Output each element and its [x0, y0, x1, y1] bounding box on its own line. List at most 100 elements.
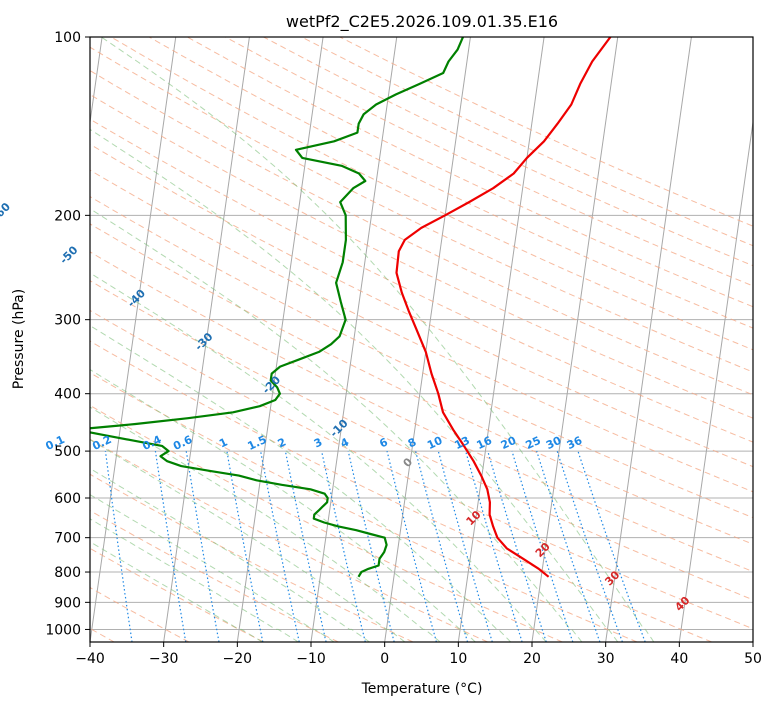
x-tick-label: 0 — [380, 651, 389, 667]
x-axis-label: Temperature (°C) — [361, 681, 483, 697]
y-tick-label: 400 — [54, 387, 81, 403]
x-tick-label: 10 — [449, 651, 467, 667]
moist-adiabat — [90, 369, 476, 642]
mixing-ratio-label: 10 — [425, 434, 445, 452]
y-tick-label: 900 — [54, 595, 81, 611]
moist-adiabat — [90, 128, 619, 642]
dry-adiabat — [339, 37, 753, 227]
moist-adiabat — [90, 272, 547, 642]
mixing-ratio-line — [511, 450, 574, 642]
isotherm-label: 30 — [602, 568, 622, 588]
x-tick-label: 20 — [523, 651, 541, 667]
y-tick-label: 100 — [54, 30, 81, 46]
dry-adiabat — [90, 93, 753, 419]
dry-adiabat — [90, 340, 712, 642]
moist-adiabat — [90, 406, 441, 642]
isotherm-label: 0 — [401, 455, 416, 470]
dry-adiabat — [90, 547, 264, 642]
series-layer — [90, 37, 612, 578]
y-tick-label: 600 — [54, 491, 81, 507]
x-tick-label: −30 — [149, 651, 179, 667]
mixing-ratio-line — [465, 450, 523, 642]
x-tick-label: −40 — [75, 651, 105, 667]
dry-adiabat — [90, 510, 339, 642]
mixing-ratio-line — [260, 450, 300, 642]
mixing-ratio-label: 4 — [339, 435, 352, 450]
mixing-ratio-label: 36 — [565, 434, 585, 452]
mixing-ratio-label: 2 — [276, 435, 288, 450]
isotherm-label: -40 — [125, 287, 148, 310]
mixing-ratio-line — [487, 450, 547, 642]
dry-adiabat — [90, 280, 753, 601]
mixing-ratio-label: 13 — [452, 434, 471, 452]
dry-adiabat — [90, 169, 753, 493]
mixing-ratio-label: 16 — [475, 434, 495, 452]
x-tick-label: 50 — [744, 651, 762, 667]
dry-adiabat — [90, 70, 753, 396]
mixing-ratio-label: 1 — [217, 435, 229, 450]
moist-adiabat — [90, 439, 406, 642]
mixing-ratio-line — [185, 450, 220, 642]
dry-adiabat — [90, 223, 753, 545]
x-axis: −40 −30 −20 −10 0 10 20 30 40 50 — [75, 642, 762, 667]
isotherm-label: -50 — [57, 243, 80, 266]
dry-adiabat — [187, 37, 753, 308]
dry-adiabat — [90, 404, 563, 642]
dry-adiabat — [90, 118, 753, 443]
y-tick-label: 200 — [54, 208, 81, 224]
mixing-ratio-line — [154, 451, 187, 642]
temperature-profile-line — [395, 37, 612, 578]
dry-adiabat — [90, 143, 753, 468]
isotherm-line — [605, 37, 692, 642]
isotherm-line — [678, 118, 753, 642]
mixing-ratio-line — [437, 450, 493, 642]
y-tick-label: 700 — [54, 531, 81, 547]
dewpoint-profile-line — [90, 37, 465, 578]
isotherm-line — [236, 37, 324, 642]
dry-adiabat — [90, 196, 753, 519]
y-axis-label: Pressure (hPa) — [11, 289, 27, 389]
dry-adiabat — [90, 46, 753, 373]
dry-adiabat — [90, 309, 753, 630]
mixing-ratio-line — [536, 450, 601, 642]
mixing-ratio-line — [415, 450, 469, 642]
x-tick-label: −10 — [296, 651, 326, 667]
isotherm-line — [457, 37, 545, 642]
mixing-ratio-line — [577, 450, 646, 642]
dry-adiabat — [263, 37, 753, 267]
moist-adiabat — [90, 541, 263, 642]
y-tick-label: 500 — [54, 444, 81, 460]
isotherm-line — [752, 638, 753, 642]
mixing-ratio-line — [347, 450, 395, 642]
x-tick-label: 30 — [597, 651, 615, 667]
isotherm-label: -60 — [0, 200, 13, 223]
x-tick-label: 40 — [670, 651, 688, 667]
isotherm-label: 20 — [533, 540, 553, 560]
isotherm-label: -10 — [327, 416, 350, 439]
mixing-ratio-label: 1.5 — [246, 433, 269, 453]
moist-adiabat — [90, 467, 370, 642]
mixing-ratio-line — [556, 450, 623, 642]
y-axis: 100 200 300 400 500 600 700 800 900 1000 — [45, 30, 90, 638]
grid-layer — [90, 37, 753, 642]
mixing-ratio-label: 6 — [377, 435, 390, 450]
moist-adiabat — [90, 494, 335, 642]
isotherm-line — [384, 37, 471, 642]
dry-adiabat — [90, 251, 753, 573]
plot-frame — [89, 36, 754, 643]
isotherm-label: 40 — [672, 594, 692, 614]
isotherm-line — [163, 37, 250, 642]
mixing-ratio-label: 20 — [499, 434, 519, 452]
isotherm-label: 10 — [464, 508, 484, 528]
chart-title: wetPf2_C2E5.2026.109.01.35.E16 — [286, 12, 558, 32]
mixing-ratio-line — [386, 450, 437, 642]
moist-adiabat — [90, 208, 583, 642]
moist-adiabat — [101, 37, 655, 642]
mixing-ratio-label: 30 — [544, 434, 564, 452]
mixing-ratio-line — [284, 450, 327, 642]
mixing-ratio-label: 25 — [524, 434, 543, 452]
y-tick-label: 1000 — [45, 622, 81, 638]
moist-adiabat — [90, 325, 512, 642]
mixing-ratio-line — [226, 450, 264, 642]
